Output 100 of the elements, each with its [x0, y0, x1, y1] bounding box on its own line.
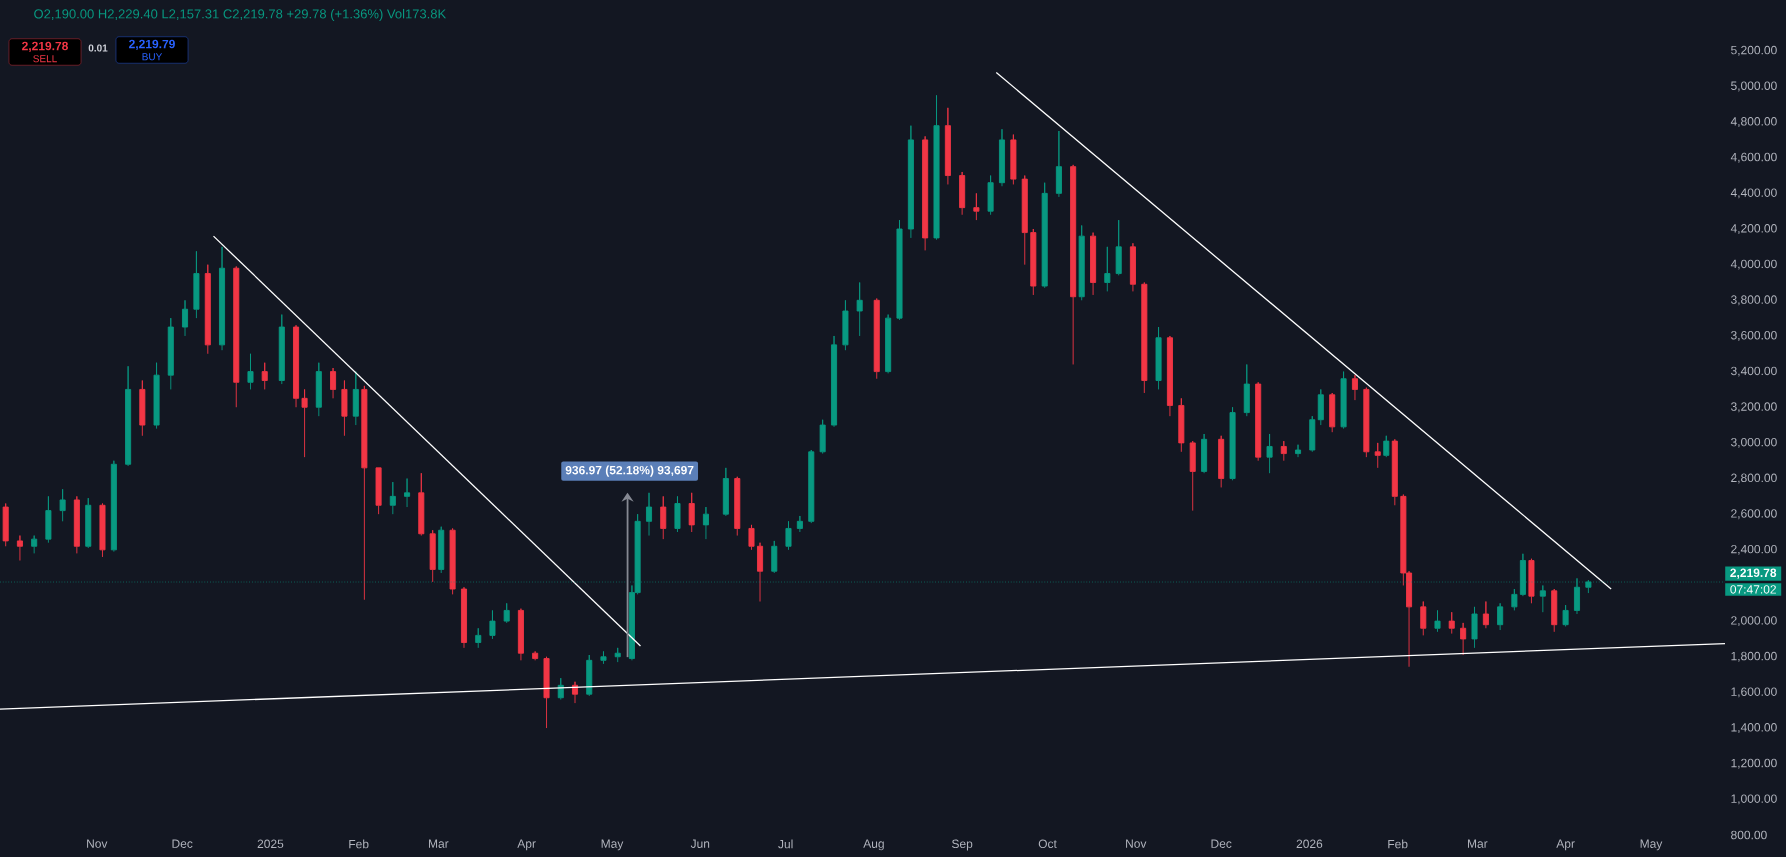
candlestick — [375, 467, 382, 515]
candlestick — [1189, 440, 1196, 512]
candlestick — [819, 419, 826, 455]
candlestick — [614, 647, 621, 663]
candlestick — [139, 380, 146, 437]
candlestick — [45, 495, 52, 544]
x-tick-label: Mar — [429, 839, 449, 848]
y-tick-label: 2,600.00 — [1731, 509, 1777, 520]
candlestick — [404, 478, 411, 508]
candlestick — [1482, 601, 1489, 629]
annotation: 2,219.78 — [22, 41, 68, 52]
candlestick — [1317, 388, 1324, 426]
candlestick — [293, 324, 300, 408]
candlestick — [449, 527, 456, 595]
candlestick — [1030, 228, 1037, 296]
candlestick — [204, 264, 211, 355]
y-tick-label: 1,000.00 — [1731, 794, 1777, 805]
y-tick-label: 2,000.00 — [1731, 616, 1777, 627]
candlestick — [125, 365, 132, 467]
candlestick — [1448, 611, 1455, 635]
candlestick — [315, 362, 322, 417]
candlestick — [182, 299, 189, 337]
x-tick-label: Jul — [778, 839, 793, 849]
candlestick — [933, 94, 940, 241]
y-tick-label: 4,400.00 — [1730, 188, 1777, 199]
candlestick — [73, 495, 80, 554]
candlestick — [418, 472, 425, 537]
candlestick — [193, 250, 200, 319]
y-tick-label: 5,200.00 — [1731, 45, 1777, 56]
candlestick — [646, 492, 653, 537]
y-tick-label: 1,600.00 — [1731, 687, 1777, 698]
candlestick — [2, 503, 9, 547]
candlestick — [16, 535, 23, 561]
candlestick — [1340, 371, 1347, 430]
candlestick — [1528, 558, 1535, 604]
y-tick-label: 5,000.00 — [1731, 81, 1777, 92]
x-tick-label: Feb — [349, 839, 369, 849]
candlestick — [1434, 609, 1441, 633]
candlestick — [1129, 242, 1136, 292]
candlestick — [475, 627, 482, 649]
candlestick — [1374, 442, 1381, 469]
x-tick-label: Mar — [1468, 839, 1488, 848]
candlestick — [532, 650, 539, 661]
annotation: BUY — [142, 53, 163, 61]
candlestick — [896, 219, 903, 321]
candlestick — [757, 542, 764, 602]
y-tick-label: 3,800.00 — [1731, 295, 1777, 306]
candlestick — [944, 107, 951, 185]
candlestick — [99, 503, 106, 558]
candlestick — [429, 529, 436, 583]
x-tick-label: Aug — [863, 839, 884, 851]
annotation: 0.01 — [88, 44, 108, 52]
candlestick — [808, 449, 815, 524]
candlestick — [1041, 182, 1048, 289]
candlestick — [842, 299, 849, 351]
candlestick — [1329, 392, 1336, 433]
candlestick — [110, 460, 117, 553]
candlestick — [674, 495, 681, 533]
candlestick — [1218, 435, 1225, 488]
candlestick — [1280, 440, 1287, 462]
candlestick — [1460, 622, 1467, 656]
candlestick — [503, 602, 510, 624]
y-tick-label: 2,800.00 — [1731, 473, 1777, 484]
y-tick-label: 1,800.00 — [1731, 651, 1777, 662]
candlestick — [856, 282, 863, 337]
candlestick — [1141, 282, 1148, 394]
y-tick-label: 3,600.00 — [1731, 331, 1777, 341]
candlestick — [1055, 130, 1062, 198]
candlestick — [1178, 397, 1185, 453]
candlestick — [85, 497, 92, 549]
candlestick — [831, 335, 838, 428]
candlestick — [1010, 134, 1017, 185]
candlestick — [352, 371, 359, 426]
candlestick — [1021, 175, 1028, 266]
candlestick — [247, 353, 254, 390]
candlestick — [389, 481, 396, 515]
candlestick — [796, 515, 803, 533]
candlestick — [688, 492, 695, 533]
annotation: 936.97 (52.18%) 93,697 — [565, 465, 694, 477]
x-tick-label: 2025 — [257, 839, 284, 849]
candlestick — [1201, 433, 1208, 474]
x-tick-label: Dec — [172, 839, 193, 848]
y-tick-label: 800.00 — [1731, 830, 1767, 840]
y-tick-label: 3,400.00 — [1731, 366, 1777, 377]
candlestick — [907, 125, 914, 239]
candlestick — [438, 526, 445, 574]
y-tick-label: 2,400.00 — [1731, 544, 1777, 555]
candlestick — [517, 608, 524, 661]
y-tick-label: 4,800.00 — [1730, 117, 1777, 128]
candlestick — [301, 388, 308, 458]
candlestick — [922, 135, 929, 251]
ref-line-label: 2,219.78 — [1730, 568, 1777, 579]
x-tick-label: Dec — [1211, 839, 1232, 848]
candlestick — [278, 314, 285, 385]
candlestick — [987, 175, 994, 216]
annotation: SELL — [33, 55, 57, 63]
x-tick-label: Jun — [690, 839, 710, 848]
y-tick-label: 1,400.00 — [1731, 723, 1777, 734]
candlestick — [1391, 438, 1398, 506]
x-tick-label: Nov — [1126, 839, 1147, 848]
